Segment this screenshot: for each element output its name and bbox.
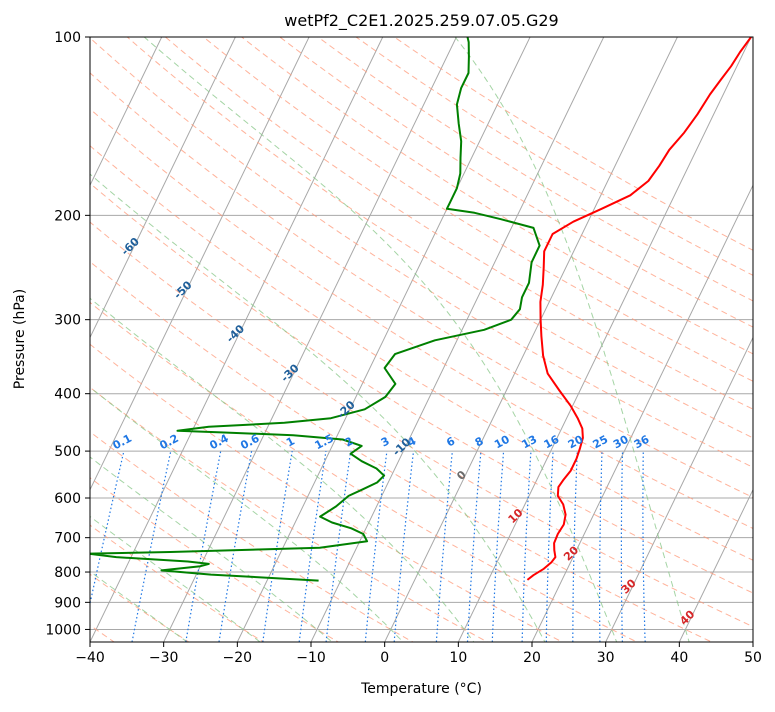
isotherm-label: -50 [171,278,195,301]
isotherm-line [379,24,684,654]
mixing-ratio-line [219,451,252,642]
mixing-ratio-line [394,451,413,642]
x-tick-label: −10 [296,650,326,666]
mixing-ratio-line [643,451,645,642]
mixing-ratio-line [436,451,452,642]
dry-adiabat-line [0,24,775,654]
isotherm-label: -20 [334,398,358,421]
isotherm-label: 0 [454,468,469,483]
dry-adiabat-line [0,24,775,654]
mixing-ratio-label: 36 [632,433,652,452]
dry-adiabat-line [0,24,207,654]
y-tick-label: 700 [54,531,81,547]
x-tick-label: −20 [223,650,253,666]
mixing-ratio-label: 0.2 [157,432,180,453]
mixing-ratio-line [468,451,481,642]
x-tick-label: 10 [449,650,467,666]
grid-layer [0,24,775,654]
dry-adiabat-line [0,24,510,654]
mixing-ratio-label: 1.5 [313,432,336,453]
dry-adiabat-line [0,24,737,654]
chart-title: wetPf2_C2E1.2025.259.07.05.G29 [284,11,558,31]
y-tick-label: 200 [54,208,81,224]
y-tick-label: 900 [54,595,81,611]
mixing-ratio-label: 3 [379,434,392,449]
dry-adiabat-line [225,24,775,654]
x-tick-label: 30 [597,650,615,666]
x-tick-label: 50 [744,650,762,666]
moist-adiabat-line [0,37,551,654]
x-tick-label: −40 [75,650,105,666]
isotherm-label: -60 [119,235,143,258]
y-axis-label: Pressure (hPa) [12,289,28,389]
isotherm-line [453,24,758,654]
y-tick-label: 800 [54,565,81,581]
y-tick-label: 600 [54,491,81,507]
moist-adiabat-line [144,37,621,654]
mixing-ratio-label: 0.4 [207,432,231,453]
x-tick-label: −30 [149,650,179,666]
series-layer [89,37,752,581]
mixing-ratio-line [621,451,622,642]
mixing-ratio-label: 6 [444,434,457,449]
mixing-ratio-line [82,451,124,642]
mixing-ratio-line [546,451,553,642]
mixing-ratio-label: 2 [343,434,356,449]
y-tick-label: 1000 [45,622,81,638]
mixing-ratio-line [600,451,602,642]
y-tick-label: 400 [54,387,81,403]
dry-adiabat-line [0,24,434,654]
dry-adiabat-line [0,24,359,654]
moist-adiabat-line [0,37,276,654]
dry-adiabat-line [0,24,775,654]
moist-adiabat-line [0,37,414,654]
dry-adiabat-line [300,24,775,654]
x-tick-label: 0 [380,650,389,666]
mixing-ratio-line [186,451,221,642]
mixing-ratio-line [132,451,171,642]
isotherm-line [232,24,537,654]
mixing-ratio-label: 1 [284,434,297,449]
mixing-ratio-line [492,451,503,642]
dry-adiabat-line [263,24,775,654]
mixing-ratio-line [365,451,387,642]
isotherm-line [600,24,775,654]
y-tick-label: 300 [54,313,81,329]
mixing-ratio-label: 13 [520,433,540,452]
x-tick-label: 40 [670,650,688,666]
x-axis-label: Temperature (°C) [360,681,482,697]
line-label-layer: 0.10.20.40.611.52346810131620253036-100-… [0,84,698,628]
dry-adiabat-line [376,24,775,654]
dry-adiabat-line [0,24,775,654]
isotherm-label: -80 [7,162,31,185]
y-tick-label: 100 [54,30,81,46]
mixing-ratio-line [263,451,292,642]
isotherm-label: -40 [224,322,248,345]
moist-adiabat-line [0,37,483,654]
mixing-ratio-label: 0.1 [111,432,134,453]
x-tick-label: 20 [523,650,541,666]
mixing-ratio-label: 10 [492,433,512,452]
mixing-ratio-line [522,451,531,642]
y-tick-label: 500 [54,444,81,460]
dry-adiabat-line [188,24,775,654]
